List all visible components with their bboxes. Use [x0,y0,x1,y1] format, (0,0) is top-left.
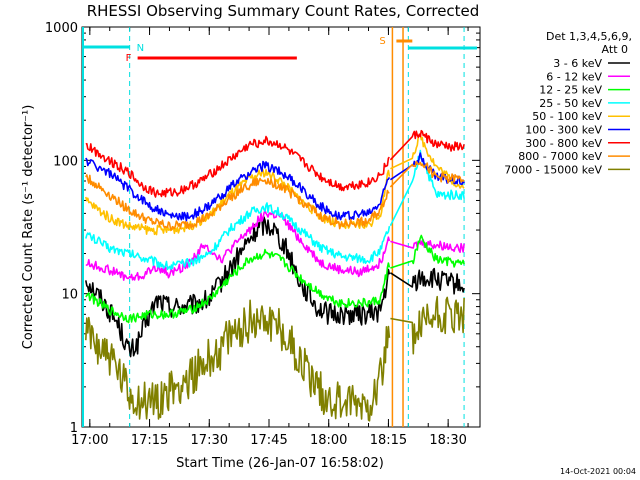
y-tick-label: 100 [53,154,78,169]
series-line [85,174,390,231]
chart-title: RHESSI Observing Summary Count Rates, Co… [87,2,480,20]
plot-marks: 17:00 17:15 17:30 17:45 18:00 18:15 18:30 1 10 10… [45,21,480,448]
series-line [85,215,391,358]
x-tick-label: 18:00 [310,433,347,448]
legend-entry-label: 6 - 12 keV [546,70,602,83]
series-line [389,149,465,227]
x-tick-label: 17:00 [71,433,108,448]
series-line [390,295,465,355]
y-tick-label: 10 [61,288,78,303]
legend-detector-header: Det 1,3,4,5,6,9, [546,30,632,43]
legend-entry-label: 25 - 50 keV [539,97,602,110]
legend-entry-label: 3 - 6 keV [553,57,602,70]
night-flag-label: N [137,43,144,54]
y-tick-label: 1000 [45,21,78,36]
series-line [85,248,391,324]
legend-attenuator-header: Att 0 [602,43,628,56]
legend-entry-label: 7000 - 15000 keV [504,163,602,176]
legend-entry-label: 50 - 100 keV [532,110,602,123]
y-axis-label: Corrected Count Rate (s⁻¹ detector⁻¹) [21,105,36,350]
y-tick-label: 1 [70,421,78,436]
series-line [389,160,465,188]
series-line [85,157,391,222]
saa-flag-label: S [379,36,385,47]
legend-entry-label: 300 - 800 keV [525,137,602,150]
series-line [85,299,391,422]
series-line [85,202,391,271]
footer-timestamp: 14-Oct-2021 00:04 [560,467,636,476]
series-line [389,267,465,295]
series-line [390,239,465,253]
legend-entry-label: 100 - 300 keV [525,124,602,137]
series-line [389,129,465,161]
flare-flag-label: F [126,53,132,64]
x-tick-label: 17:15 [131,433,168,448]
x-tick-label: 17:30 [191,433,228,448]
x-axis-label: Start Time (26-Jan-07 16:58:02) [176,456,384,471]
series-line [85,209,391,281]
legend-entry-label: 800 - 7000 keV [518,150,602,163]
series-line [85,135,390,198]
legend-entry-label: 12 - 25 keV [539,84,602,97]
x-tick-label: 18:15 [370,433,407,448]
x-tick-label: 18:30 [429,433,466,448]
x-tick-label: 17:45 [250,433,287,448]
series-line [390,234,465,269]
